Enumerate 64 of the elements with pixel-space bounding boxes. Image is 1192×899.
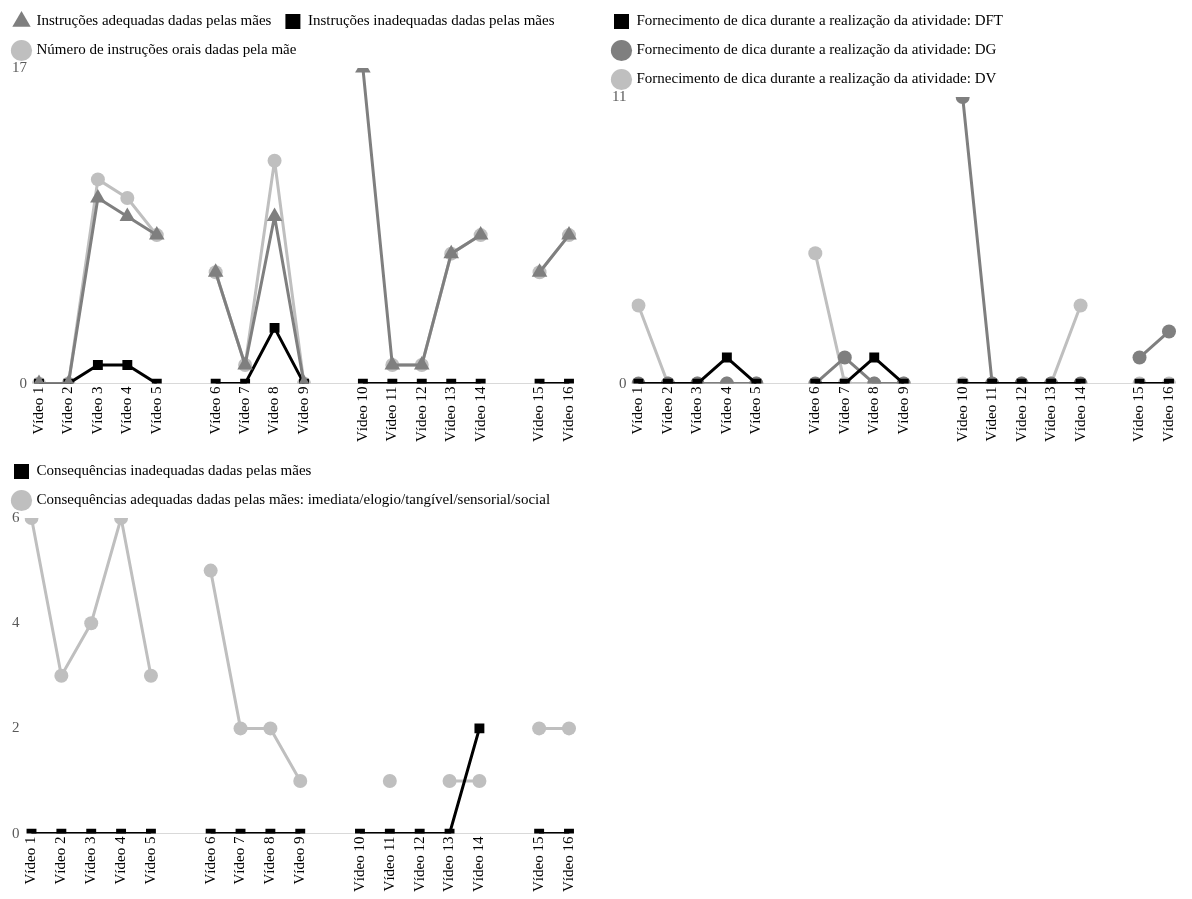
legend-label: Instruções inadequadas dadas pelas mães	[307, 12, 555, 29]
x-tick-label: Vídeo 14	[470, 836, 487, 893]
x-tick-label: Vídeo 7	[236, 386, 253, 435]
legend-label: Consequências inadequadas dadas pelas mães	[36, 462, 312, 479]
y-tick-label: 0	[12, 824, 20, 841]
x-tick-label: Vídeo 5	[147, 386, 164, 435]
x-tick-label: Vídeo 16	[1159, 386, 1176, 443]
x-tick-label: Vídeo 13	[442, 386, 459, 443]
x-tick-label: Vídeo 16	[559, 836, 576, 893]
x-tick-label: Vídeo 6	[201, 836, 218, 885]
x-tick-label: Vídeo 15	[530, 386, 547, 443]
legend-label: Instruções adequadas dadas pelas mães	[36, 12, 272, 29]
y-tick-label: 2	[12, 719, 20, 736]
x-tick-label: Vídeo 11	[380, 836, 397, 892]
x-tick-label: Vídeo 1	[629, 386, 646, 435]
x-tick-label: Vídeo 4	[112, 836, 129, 885]
y-tick-label: 0	[618, 374, 627, 391]
x-tick-label: Vídeo 11	[383, 386, 400, 442]
legend-label: Fornecimento de dica durante a realização da atividade: DFT	[636, 12, 1004, 29]
x-tick-label: Vídeo 15	[530, 836, 547, 893]
x-tick-label: Vídeo 1	[22, 836, 39, 885]
x-tick-label: Vídeo 10	[353, 386, 370, 443]
y-tick-label: 17	[12, 58, 28, 75]
x-tick-label: Vídeo 2	[59, 386, 76, 435]
x-tick-label: Vídeo 13	[440, 836, 457, 893]
x-tick-label: Vídeo 8	[865, 386, 882, 435]
x-tick-label: Vídeo 15	[1130, 386, 1147, 443]
y-tick-label: 11	[611, 87, 627, 104]
legend-label: Consequências adequadas dadas pelas mães: imediata/elogio/tangível/sensorial/social	[36, 491, 551, 508]
x-tick-label: Vídeo 6	[806, 386, 823, 435]
x-tick-label: Vídeo 9	[894, 386, 911, 435]
x-tick-label: Vídeo 1	[29, 386, 46, 435]
y-tick-label: 0	[19, 374, 27, 391]
legend-label: Fornecimento de dica durante a realização da atividade: DG	[636, 41, 997, 58]
x-tick-label: Vídeo 12	[410, 836, 427, 893]
x-tick-label: Vídeo 12	[1012, 386, 1029, 443]
x-tick-label: Vídeo 4	[717, 386, 734, 435]
x-tick-label: Vídeo 13	[1042, 386, 1059, 443]
x-tick-label: Vídeo 8	[261, 836, 278, 885]
x-tick-label: Vídeo 10	[350, 836, 367, 893]
x-tick-label: Vídeo 5	[747, 386, 764, 435]
y-tick-label: 6	[12, 508, 20, 525]
x-tick-label: Vídeo 9	[291, 836, 308, 885]
x-tick-label: Vídeo 11	[983, 386, 1000, 442]
x-tick-label: Vídeo 14	[471, 386, 488, 443]
x-tick-label: Vídeo 7	[835, 386, 852, 435]
x-tick-label: Vídeo 6	[206, 386, 223, 435]
legend-label: Fornecimento de dica durante a realização da atividade: DV	[636, 70, 997, 87]
x-tick-label: Vídeo 8	[265, 386, 282, 435]
x-tick-label: Vídeo 16	[559, 386, 576, 443]
x-tick-label: Vídeo 2	[52, 836, 69, 885]
x-tick-label: Vídeo 4	[118, 386, 135, 435]
legend-label: Número de instruções orais dadas pela mãe	[36, 41, 297, 58]
x-tick-label: Vídeo 3	[88, 386, 105, 435]
x-tick-label: Vídeo 3	[688, 386, 705, 435]
x-tick-label: Vídeo 10	[953, 386, 970, 443]
x-tick-label: Vídeo 2	[658, 386, 675, 435]
x-tick-label: Vídeo 14	[1071, 386, 1088, 443]
x-tick-label: Vídeo 12	[412, 386, 429, 443]
x-tick-label: Vídeo 5	[141, 836, 158, 885]
x-tick-label: Vídeo 9	[294, 386, 311, 435]
x-tick-label: Vídeo 7	[231, 836, 248, 885]
y-tick-label: 4	[12, 614, 20, 631]
x-tick-label: Vídeo 3	[82, 836, 99, 885]
